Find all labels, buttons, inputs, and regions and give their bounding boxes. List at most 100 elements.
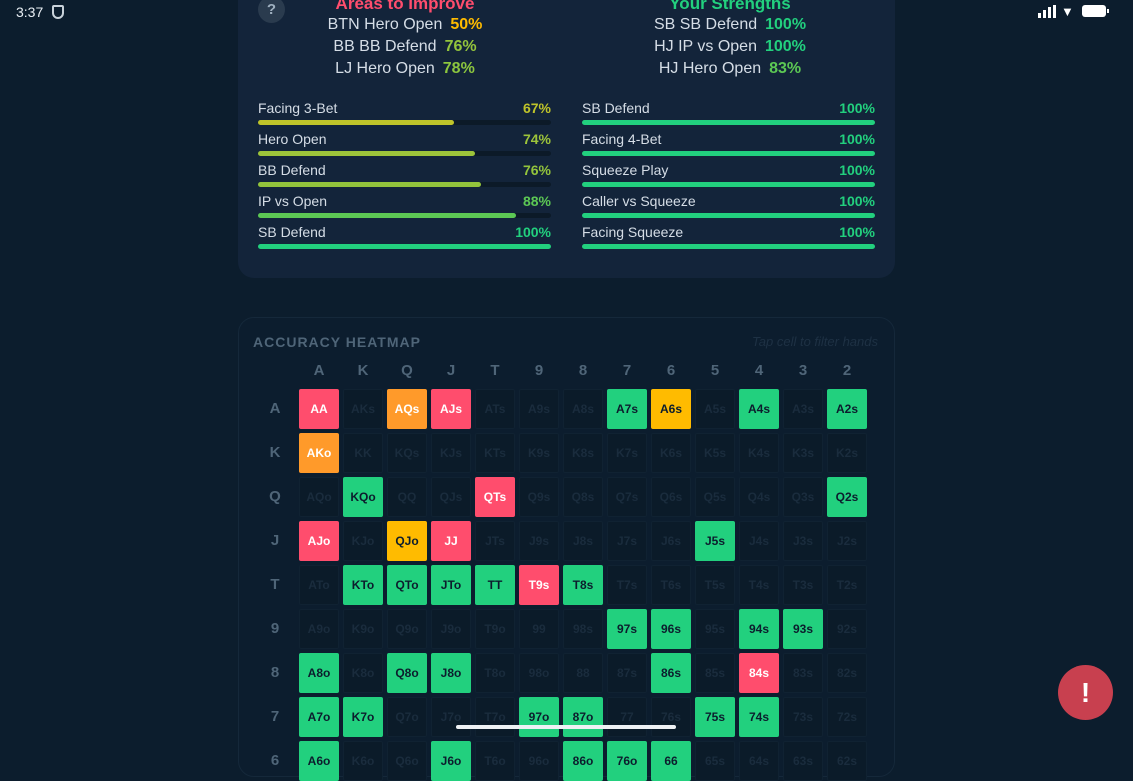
hand-cell[interactable]: J3s xyxy=(783,521,823,561)
hand-cell[interactable]: J2s xyxy=(827,521,867,561)
hand-cell[interactable]: QQ xyxy=(387,477,427,517)
hand-cell[interactable]: A6s xyxy=(651,389,691,429)
hand-cell[interactable]: T4s xyxy=(739,565,779,605)
hand-cell[interactable]: K8o xyxy=(343,653,383,693)
hand-cell[interactable]: Q8o xyxy=(387,653,427,693)
hand-cell[interactable]: A8o xyxy=(299,653,339,693)
hand-cell[interactable]: 86s xyxy=(651,653,691,693)
hand-cell[interactable]: AQs xyxy=(387,389,427,429)
hand-cell[interactable]: 87s xyxy=(607,653,647,693)
hand-cell[interactable]: 72s xyxy=(827,697,867,737)
hand-cell[interactable]: T5s xyxy=(695,565,735,605)
hand-cell[interactable]: K2s xyxy=(827,433,867,473)
hand-cell[interactable]: T8o xyxy=(475,653,515,693)
hand-cell[interactable]: 82s xyxy=(827,653,867,693)
hand-cell[interactable]: Q2s xyxy=(827,477,867,517)
hand-cell[interactable]: Q9s xyxy=(519,477,559,517)
hand-cell[interactable]: T6o xyxy=(475,741,515,781)
hand-cell[interactable]: J5s xyxy=(695,521,735,561)
hand-cell[interactable]: 86o xyxy=(563,741,603,781)
stat-bar[interactable]: SB Defend 100% xyxy=(258,224,551,255)
hand-cell[interactable]: 65s xyxy=(695,741,735,781)
hand-cell[interactable]: JTs xyxy=(475,521,515,561)
hand-cell[interactable]: ATo xyxy=(299,565,339,605)
hand-cell[interactable]: J7s xyxy=(607,521,647,561)
stat-bar[interactable]: Facing Squeeze 100% xyxy=(582,224,875,255)
hand-cell[interactable]: A7s xyxy=(607,389,647,429)
hand-cell[interactable]: 96s xyxy=(651,609,691,649)
hand-cell[interactable]: J9o xyxy=(431,609,471,649)
hand-cell[interactable]: ATs xyxy=(475,389,515,429)
hand-cell[interactable]: JJ xyxy=(431,521,471,561)
stat-bar[interactable]: Hero Open 74% xyxy=(258,131,551,162)
hand-cell[interactable]: 74s xyxy=(739,697,779,737)
stat-bar[interactable]: SB Defend 100% xyxy=(582,100,875,131)
hand-cell[interactable]: K9s xyxy=(519,433,559,473)
hand-cell[interactable]: A9s xyxy=(519,389,559,429)
hand-cell[interactable]: KQs xyxy=(387,433,427,473)
hand-cell[interactable]: KJo xyxy=(343,521,383,561)
hand-cell[interactable]: KTo xyxy=(343,565,383,605)
hand-cell[interactable]: 98o xyxy=(519,653,559,693)
hand-cell[interactable]: A9o xyxy=(299,609,339,649)
hand-cell[interactable]: K4s xyxy=(739,433,779,473)
hand-cell[interactable]: 66 xyxy=(651,741,691,781)
stat-bar[interactable]: Facing 4-Bet 100% xyxy=(582,131,875,162)
hand-cell[interactable]: 88 xyxy=(563,653,603,693)
hand-cell[interactable]: J7o xyxy=(431,697,471,737)
hand-cell[interactable]: Q6o xyxy=(387,741,427,781)
hand-cell[interactable]: 62s xyxy=(827,741,867,781)
hand-cell[interactable]: 94s xyxy=(739,609,779,649)
hand-cell[interactable]: AA xyxy=(299,389,339,429)
hand-cell[interactable]: J8s xyxy=(563,521,603,561)
hand-cell[interactable]: K5s xyxy=(695,433,735,473)
report-issue-button[interactable]: ! xyxy=(1058,665,1113,720)
hand-cell[interactable]: K6s xyxy=(651,433,691,473)
hand-cell[interactable]: 77 xyxy=(607,697,647,737)
hand-cell[interactable]: 75s xyxy=(695,697,735,737)
hand-cell[interactable]: 98s xyxy=(563,609,603,649)
hand-cell[interactable]: KTs xyxy=(475,433,515,473)
hand-cell[interactable]: 87o xyxy=(563,697,603,737)
hand-cell[interactable]: J6s xyxy=(651,521,691,561)
hand-cell[interactable]: AKo xyxy=(299,433,339,473)
hand-cell[interactable]: 96o xyxy=(519,741,559,781)
hand-cell[interactable]: QTs xyxy=(475,477,515,517)
stat-bar[interactable]: Caller vs Squeeze 100% xyxy=(582,193,875,224)
hand-cell[interactable]: K7o xyxy=(343,697,383,737)
hand-cell[interactable]: Q5s xyxy=(695,477,735,517)
hand-cell[interactable]: AJo xyxy=(299,521,339,561)
hand-cell[interactable]: 76o xyxy=(607,741,647,781)
hand-cell[interactable]: T9s xyxy=(519,565,559,605)
hand-cell[interactable]: K3s xyxy=(783,433,823,473)
hand-cell[interactable]: K6o xyxy=(343,741,383,781)
hand-cell[interactable]: QJo xyxy=(387,521,427,561)
hand-cell[interactable]: T7o xyxy=(475,697,515,737)
hand-cell[interactable]: 83s xyxy=(783,653,823,693)
hand-cell[interactable]: T2s xyxy=(827,565,867,605)
hand-cell[interactable]: J6o xyxy=(431,741,471,781)
hand-cell[interactable]: 84s xyxy=(739,653,779,693)
hand-cell[interactable]: 85s xyxy=(695,653,735,693)
hand-cell[interactable]: K9o xyxy=(343,609,383,649)
hand-cell[interactable]: A3s xyxy=(783,389,823,429)
hand-cell[interactable]: TT xyxy=(475,565,515,605)
hand-cell[interactable]: T6s xyxy=(651,565,691,605)
hand-cell[interactable]: Q6s xyxy=(651,477,691,517)
hand-cell[interactable]: AKs xyxy=(343,389,383,429)
hand-cell[interactable]: T3s xyxy=(783,565,823,605)
hand-cell[interactable]: Q7s xyxy=(607,477,647,517)
stat-bar[interactable]: IP vs Open 88% xyxy=(258,193,551,224)
hand-cell[interactable]: A6o xyxy=(299,741,339,781)
hand-cell[interactable]: K7s xyxy=(607,433,647,473)
hand-cell[interactable]: JTo xyxy=(431,565,471,605)
hand-cell[interactable]: 73s xyxy=(783,697,823,737)
stat-bar[interactable]: Squeeze Play 100% xyxy=(582,162,875,193)
hand-cell[interactable]: 63s xyxy=(783,741,823,781)
hand-cell[interactable]: K8s xyxy=(563,433,603,473)
hand-cell[interactable]: Q9o xyxy=(387,609,427,649)
hand-cell[interactable]: A7o xyxy=(299,697,339,737)
hand-cell[interactable]: AQo xyxy=(299,477,339,517)
hand-cell[interactable]: 93s xyxy=(783,609,823,649)
hand-cell[interactable]: A5s xyxy=(695,389,735,429)
